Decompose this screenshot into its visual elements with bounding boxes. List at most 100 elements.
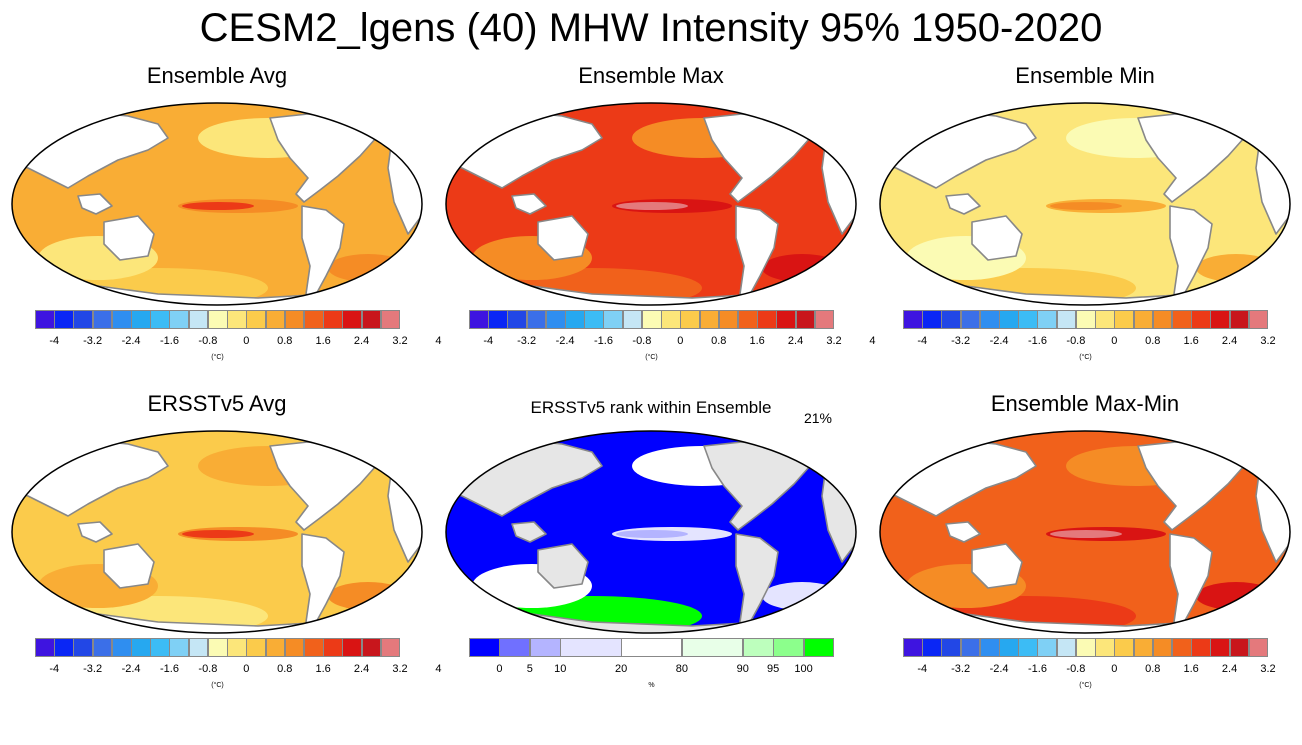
map-outline — [879, 102, 1291, 306]
colorbar-tick-label: -1.6 — [1027, 663, 1047, 675]
colorbar-swatch — [545, 310, 566, 329]
colorbar-swatch — [92, 310, 113, 329]
map-ens-max — [445, 102, 857, 306]
map-outline — [445, 430, 857, 634]
land-greenland — [339, 103, 381, 123]
colorbar-swatch — [111, 638, 132, 657]
land-maritime-islands — [77, 521, 113, 543]
colorbar-tick-label: 2.4 — [787, 335, 804, 347]
colorbar: 0 5 10 20 80 90 95 100% — [434, 638, 868, 718]
colorbar-swatch — [469, 638, 500, 657]
colorbar-tick-label: -2.4 — [121, 663, 141, 675]
colorbar-swatch — [960, 638, 981, 657]
colorbar-swatch — [1171, 310, 1192, 329]
panel-ens-max: Ensemble Max -4 -3.2 -2.4 -1.6 -0.8 0 0.8 1.6 2.4… — [434, 62, 875, 417]
panel-ens-min: Ensemble Min -4 -3.2 -2.4 -1.6 -0.8 0 0.8 1.6 2.4… — [868, 62, 1302, 417]
colorbar-swatch — [1248, 638, 1269, 657]
map-ens-min — [879, 102, 1291, 306]
colorbar-swatch — [941, 638, 962, 657]
colorbar-tick-label: 0 — [677, 335, 684, 347]
colorbar: -4 -3.2 -2.4 -1.6 -0.8 0 0.8 1.6 2.4 3.2 4 (°C) — [0, 638, 441, 718]
colorbar-swatch — [903, 310, 923, 329]
colorbar-swatch — [188, 638, 209, 657]
colorbar-swatch — [795, 310, 816, 329]
colorbar-swatch — [603, 310, 624, 329]
land-maritime-islands — [945, 521, 981, 543]
colorbar-tick-label: -3.2 — [83, 663, 103, 675]
colorbar-tick-label: -0.8 — [632, 335, 652, 347]
colorbar-swatch — [73, 310, 94, 329]
colorbar-swatch — [1248, 310, 1269, 329]
colorbar-swatch — [814, 310, 835, 329]
colorbar-swatch — [150, 638, 170, 657]
land-greenland — [773, 431, 815, 451]
land-australia — [971, 215, 1023, 261]
land-maritime-islands — [77, 193, 113, 215]
colorbar-tick-label: 0 — [243, 663, 250, 675]
land-south-america — [735, 205, 779, 299]
colorbar-swatch — [380, 310, 401, 329]
colorbar-swatch — [1095, 638, 1115, 657]
colorbar-swatch — [1114, 310, 1135, 329]
colorbar-swatch — [1114, 638, 1135, 657]
colorbar-swatch — [1018, 638, 1038, 657]
map-ersst-rank — [445, 430, 857, 634]
colorbar-tick-label: 5 — [526, 663, 533, 675]
colorbar-swatch — [1133, 310, 1154, 329]
colorbar-swatch — [265, 638, 286, 657]
colorbar-swatch — [323, 310, 343, 329]
colorbar-tick-label: 100 — [794, 663, 813, 675]
sst-patch — [1196, 582, 1276, 610]
panel-ens-avg: Ensemble Avg -4 -3.2 -2.4 -1.6 -0.8 0 0.8 1.6 2.4… — [0, 62, 441, 417]
colorbar-swatch — [680, 310, 701, 329]
colorbar-tick-label: 2.4 — [1221, 663, 1238, 675]
colorbar-swatch — [922, 638, 942, 657]
colorbar-swatch — [1191, 310, 1211, 329]
map-outline — [879, 430, 1291, 634]
colorbar-swatch — [169, 310, 190, 329]
colorbar-swatch — [903, 638, 923, 657]
panel-title: Ensemble Min — [1015, 63, 1155, 88]
colorbar-swatch — [941, 310, 962, 329]
colorbar-tick-label: 1.6 — [1183, 663, 1199, 675]
colorbar-swatch — [188, 310, 209, 329]
sst-patch — [616, 202, 688, 210]
panel-title: Ensemble Max-Min — [990, 391, 1180, 416]
sst-patch — [182, 202, 254, 210]
colorbar-swatch — [111, 310, 132, 329]
colorbar-tick-label: -1.6 — [593, 335, 613, 347]
colorbar-tick-label: -2.4 — [121, 335, 141, 347]
colorbar-swatch — [323, 638, 343, 657]
colorbar-swatch — [584, 310, 604, 329]
colorbar-tick-label: -0.8 — [1066, 335, 1086, 347]
colorbar-tick-label: -4 — [483, 335, 494, 347]
sst-patch — [182, 530, 254, 538]
land-greenland — [773, 103, 815, 123]
colorbar-unit: (°C) — [211, 354, 224, 361]
colorbar-tick-label: 20 — [614, 663, 628, 675]
colorbar-tick-label: 0 — [496, 663, 503, 675]
land-south-america — [1169, 533, 1213, 627]
colorbar-tick-label: 3.2 — [1260, 663, 1276, 675]
panel-title: ERSSTv5 rank within Ensemble — [530, 398, 772, 417]
colorbar-swatch — [773, 638, 805, 657]
colorbar-tick-label: -4 — [49, 335, 60, 347]
colorbar-swatch — [621, 638, 683, 657]
rank-percent-label: 21% — [803, 410, 832, 426]
colorbar-unit: % — [648, 682, 655, 689]
colorbar-tick-label: -3.2 — [517, 335, 537, 347]
colorbar-swatch — [699, 310, 720, 329]
land-australia — [537, 215, 589, 261]
sst-patch — [1050, 530, 1122, 538]
colorbar-unit: (°C) — [1079, 354, 1092, 361]
colorbar-tick-label: 10 — [554, 663, 567, 675]
colorbar-swatch — [1056, 310, 1077, 329]
colorbar-tick-label: 1.6 — [749, 335, 765, 347]
colorbar-swatch — [922, 310, 942, 329]
sst-patch — [762, 582, 842, 610]
map-ens-maxmin — [879, 430, 1291, 634]
colorbar-tick-label: 2.4 — [353, 335, 370, 347]
colorbar-swatch — [227, 638, 247, 657]
colorbar-swatch — [718, 310, 739, 329]
colorbar-swatch — [529, 638, 561, 657]
